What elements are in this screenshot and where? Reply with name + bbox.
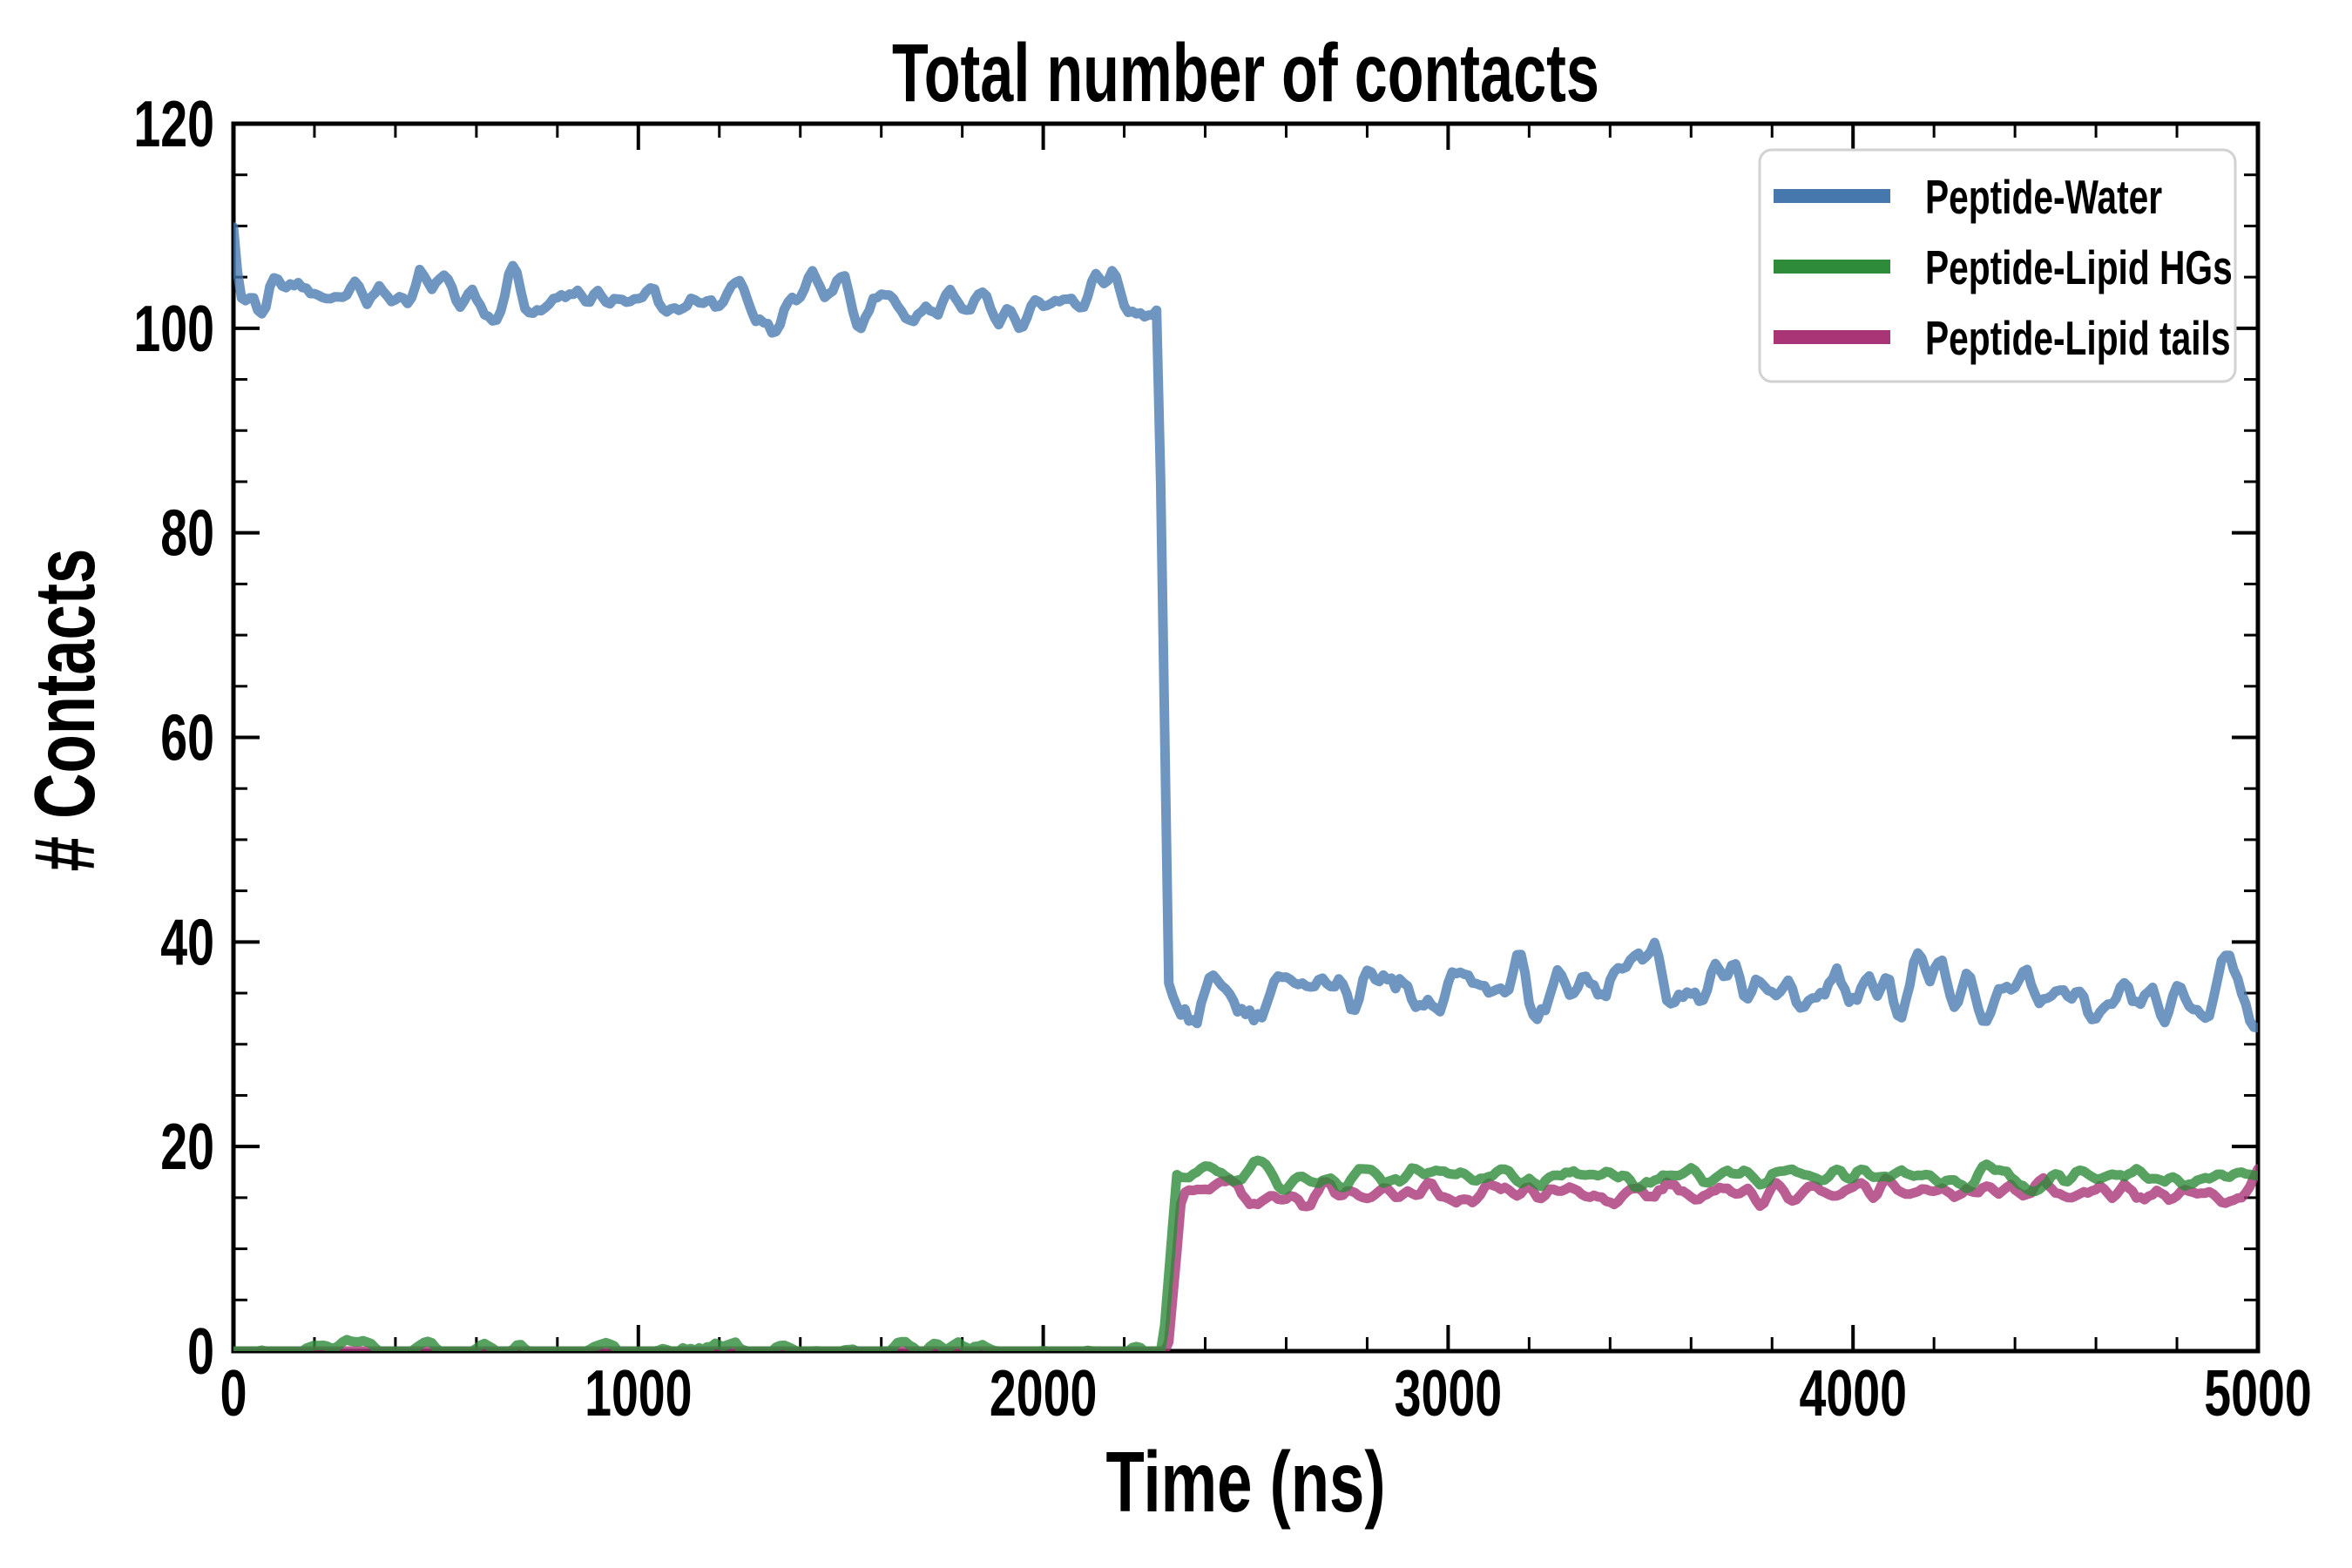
legend-box xyxy=(1758,148,2237,383)
y-tick-label: 60 xyxy=(160,700,214,774)
y-tick-label: 120 xyxy=(133,87,214,160)
legend: Peptide-Water Peptide-Lipid HGs Peptide-Li… xyxy=(1758,148,2237,383)
x-axis-label: Time (ns) xyxy=(1106,1435,1386,1530)
y-tick-label-text: 40 xyxy=(160,905,214,978)
legend-item-peptide-lipid-hgs: Peptide-Lipid HGs xyxy=(1774,241,2233,295)
axes xyxy=(231,121,2261,1354)
legend-label: Peptide-Water xyxy=(1925,171,2162,224)
x-tick-label-text: 5000 xyxy=(2204,1356,2311,1429)
legend-label: Peptide-Lipid tails xyxy=(1925,312,2230,365)
legend-label: Peptide-Lipid HGs xyxy=(1925,241,2233,294)
y-tick-label-text: 20 xyxy=(160,1110,214,1183)
chart-title: Total number of contacts xyxy=(892,26,1599,119)
legend-label-text: Peptide-Water xyxy=(1925,171,2162,224)
y-tick-label: 80 xyxy=(160,496,214,569)
x-tick-label: 4000 xyxy=(1799,1356,1906,1429)
y-tick-label: 20 xyxy=(160,1110,214,1183)
tick-marks xyxy=(232,122,2260,1353)
y-axis-label: # Contacts xyxy=(17,549,112,872)
legend-swatch xyxy=(1774,330,1890,344)
series-line-peptide-lipid-hgs xyxy=(233,1155,2258,1351)
y-tick-label: 40 xyxy=(160,905,214,978)
legend-label-text: Peptide-Lipid tails xyxy=(1925,312,2230,365)
legend-label-text: Peptide-Lipid HGs xyxy=(1925,241,2233,294)
tick-labels: 0 1000 2000 3000 4000 5000 0 20 40 60 80 100 120 xyxy=(133,87,2311,1429)
x-tick-label: 2000 xyxy=(990,1356,1097,1429)
legend-item-peptide-water: Peptide-Water xyxy=(1774,171,2162,225)
y-tick-label-text: 120 xyxy=(133,87,214,160)
x-tick-label: 3000 xyxy=(1395,1356,1502,1429)
y-tick-label-text: 60 xyxy=(160,700,214,774)
x-tick-label-text: 4000 xyxy=(1799,1356,1906,1429)
y-tick-label-text: 0 xyxy=(187,1315,214,1388)
series-lines xyxy=(233,222,2258,1351)
y-tick-label: 100 xyxy=(133,292,214,365)
x-tick-label-text: 3000 xyxy=(1395,1356,1502,1429)
y-tick-label-text: 80 xyxy=(160,496,214,569)
legend-swatch xyxy=(1774,260,1890,274)
x-tick-label: 5000 xyxy=(2204,1356,2311,1429)
series-line-peptide-water xyxy=(233,222,2258,1033)
x-tick-label-text: 1000 xyxy=(585,1356,692,1429)
x-tick-label-text: 0 xyxy=(220,1356,247,1429)
y-tick-label: 0 xyxy=(187,1315,214,1388)
y-tick-label-text: 100 xyxy=(133,292,214,365)
x-tick-label-text: 2000 xyxy=(990,1356,1097,1429)
series-line-peptide-lipid-tails xyxy=(233,1164,2258,1351)
x-tick-label: 1000 xyxy=(585,1356,692,1429)
x-tick-label: 0 xyxy=(220,1356,247,1429)
legend-swatch xyxy=(1774,189,1890,203)
legend-item-peptide-lipid-tails: Peptide-Lipid tails xyxy=(1774,312,2230,366)
